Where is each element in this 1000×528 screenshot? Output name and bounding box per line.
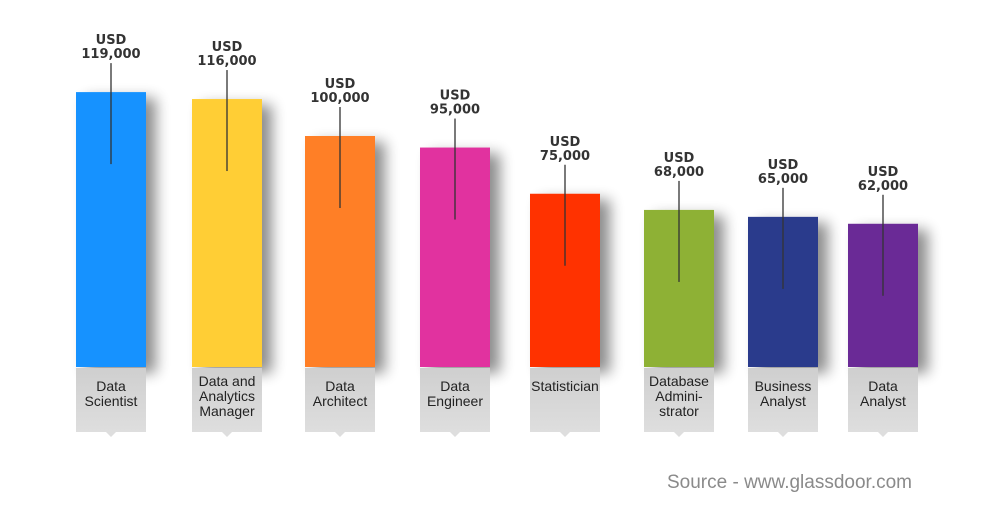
category-label-line: Manager (199, 403, 255, 419)
category-label-line: Analyst (760, 393, 806, 409)
category-label-line: Architect (313, 393, 368, 409)
value-label-currency: USD (212, 40, 243, 55)
category-box-bg (420, 368, 490, 432)
value-label-amount: 75,000 (540, 149, 590, 164)
category-label-line: Analytics (199, 388, 255, 404)
category-label-line: strator (659, 403, 699, 419)
value-label-amount: 68,000 (654, 165, 704, 180)
category-label-line: Engineer (427, 393, 483, 409)
category-box-bg (644, 368, 714, 432)
category-label-line: Admini- (655, 388, 703, 404)
value-label-amount: 95,000 (430, 103, 480, 118)
category-box-bg (848, 368, 918, 432)
value-label-amount: 65,000 (758, 172, 808, 187)
category-box-pointer (335, 432, 345, 437)
category-box-pointer (778, 432, 788, 437)
category-label-line: Analyst (860, 393, 906, 409)
category-label-line: Data (868, 378, 898, 394)
category-box-pointer (450, 432, 460, 437)
value-label-amount: 100,000 (310, 91, 369, 106)
category-label-line: Data (96, 378, 126, 394)
value-label-amount: 62,000 (858, 179, 908, 194)
category-box-bg (192, 368, 262, 432)
category-label-line: Data and (199, 373, 256, 389)
value-label-amount: 119,000 (81, 47, 140, 62)
category-box-bg (530, 368, 600, 432)
category-box: Statistician (530, 368, 600, 437)
category-box-pointer (106, 432, 116, 437)
category-label-line: Data (325, 378, 355, 394)
category-label-line: Data (440, 378, 470, 394)
category-box-pointer (560, 432, 570, 437)
category-label-line: Database (649, 373, 709, 389)
value-label-amount: 116,000 (197, 54, 256, 69)
value-label-currency: USD (440, 89, 471, 104)
category-box-pointer (878, 432, 888, 437)
source-credit: Source - www.glassdoor.com (667, 472, 912, 493)
value-label-currency: USD (768, 158, 799, 173)
category-box-bg (748, 368, 818, 432)
category-box-pointer (222, 432, 232, 437)
category-label-line: Business (755, 378, 812, 394)
category-box-pointer (674, 432, 684, 437)
value-label-currency: USD (96, 33, 127, 48)
value-label-currency: USD (550, 135, 581, 150)
category-label-line: Statistician (531, 378, 599, 394)
value-label-currency: USD (664, 151, 695, 166)
category-label-line: Scientist (85, 393, 138, 409)
value-label-currency: USD (868, 165, 899, 180)
value-label-currency: USD (325, 77, 356, 92)
category-box-bg (305, 368, 375, 432)
category-box-bg (76, 368, 146, 432)
